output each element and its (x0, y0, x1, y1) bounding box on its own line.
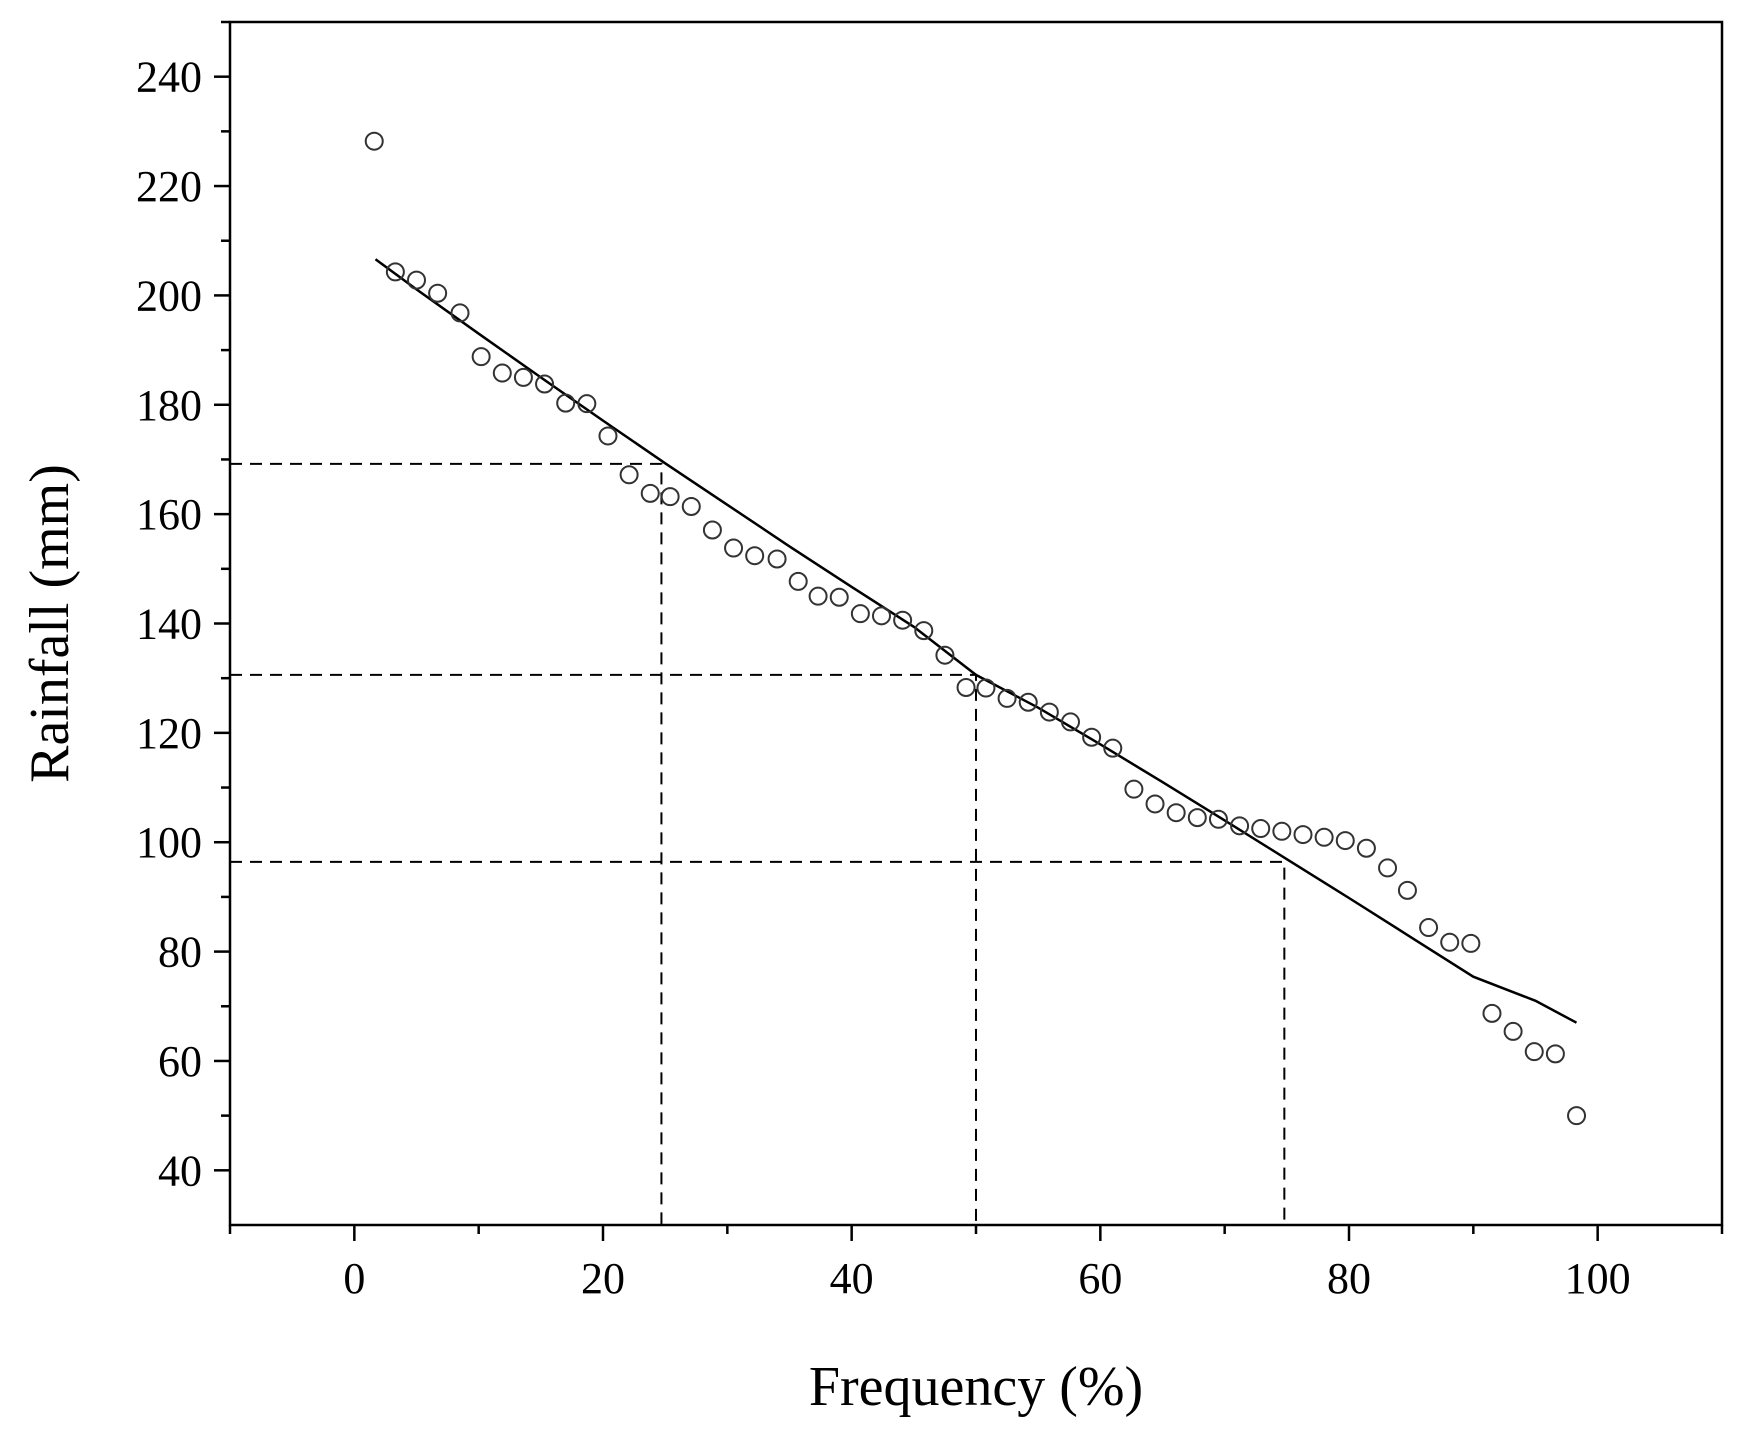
data-point (1524, 1042, 1544, 1062)
data-point (1208, 809, 1228, 829)
data-point (1251, 819, 1271, 839)
data-point (385, 262, 405, 282)
y-axis-ticks: 40 60 80 100 120 140 160 180 200 220 240 (136, 20, 230, 1195)
data-point (1018, 692, 1038, 712)
y-axis-title: Rainfall (mm) (19, 464, 81, 783)
data-point (997, 688, 1017, 708)
data-point (1124, 779, 1144, 799)
data-point (619, 465, 639, 485)
data-point (428, 283, 448, 303)
data-point (1567, 1106, 1587, 1126)
data-point (767, 549, 787, 569)
data-point (1419, 918, 1439, 938)
data-point (681, 496, 701, 516)
y-tick-label: 120 (136, 709, 202, 758)
data-point (850, 604, 870, 624)
data-point (724, 538, 744, 558)
x-tick-label: 60 (1078, 1254, 1122, 1303)
data-point (598, 426, 618, 446)
data-point (1230, 816, 1250, 836)
data-point (1082, 727, 1102, 747)
x-tick-label: 40 (830, 1254, 874, 1303)
data-point (1482, 1003, 1502, 1023)
y-tick-label: 140 (136, 600, 202, 649)
data-point (513, 367, 533, 387)
data-point (1314, 827, 1334, 847)
data-point (556, 393, 576, 413)
data-point (1461, 933, 1481, 953)
data-point (976, 678, 996, 698)
data-point (660, 487, 680, 507)
data-point (893, 610, 913, 630)
data-point (1145, 794, 1165, 814)
data-point (407, 270, 426, 290)
y-tick-label: 220 (136, 162, 202, 211)
y-tick-label: 160 (136, 490, 202, 539)
x-tick-label: 20 (581, 1254, 625, 1303)
data-point (535, 374, 555, 394)
y-tick-label: 60 (158, 1037, 202, 1086)
y-tick-label: 40 (158, 1146, 202, 1195)
y-tick-label: 100 (136, 818, 202, 867)
data-point (788, 571, 808, 591)
reference-lines (230, 462, 1286, 1225)
fit-curve (374, 258, 1578, 1024)
x-tick-label: 0 (343, 1254, 365, 1303)
data-point (1356, 838, 1376, 858)
data-point (1060, 712, 1080, 732)
data-point (1545, 1044, 1565, 1064)
reference-line (230, 462, 663, 1225)
data-points (364, 131, 1587, 1126)
data-point (1103, 738, 1123, 758)
data-point (1187, 808, 1207, 828)
data-point (1378, 858, 1398, 878)
data-point (577, 394, 597, 414)
x-axis-ticks: 0 20 40 60 80 100 (228, 1225, 1724, 1303)
y-tick-label: 200 (136, 271, 202, 320)
data-point (702, 520, 722, 540)
reference-line (230, 673, 977, 1225)
x-tick-label: 100 (1565, 1254, 1631, 1303)
y-tick-label: 80 (158, 928, 202, 977)
data-point (935, 645, 955, 665)
data-point (872, 606, 892, 626)
data-point (492, 363, 512, 383)
data-point (745, 546, 765, 566)
y-tick-label: 180 (136, 381, 202, 430)
data-point (364, 131, 384, 151)
x-axis-title: Frequency (%) (809, 1356, 1143, 1418)
data-point (1397, 880, 1417, 900)
data-point (956, 677, 976, 697)
data-point (1440, 932, 1460, 952)
data-point (640, 483, 660, 503)
data-point (1503, 1021, 1523, 1041)
data-point (1335, 831, 1355, 851)
data-point (1166, 803, 1186, 823)
data-point (471, 347, 491, 367)
x-tick-label: 80 (1327, 1254, 1371, 1303)
data-point (1039, 702, 1059, 722)
data-point (450, 303, 470, 323)
plot-frame (228, 20, 1724, 1227)
y-tick-label: 240 (136, 53, 202, 102)
data-point (914, 621, 934, 641)
data-point (829, 587, 849, 607)
reference-line (230, 860, 1286, 1225)
data-point (1272, 821, 1292, 841)
data-point (808, 586, 828, 606)
data-point (1293, 825, 1313, 845)
